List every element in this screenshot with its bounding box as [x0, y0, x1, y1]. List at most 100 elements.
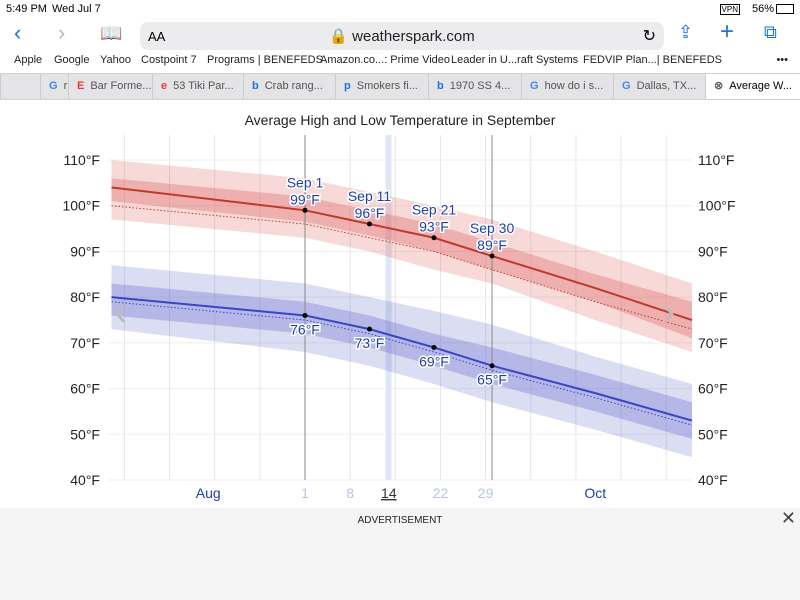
- high-point: [489, 253, 495, 259]
- y-tick-label-right: 110°F: [698, 152, 734, 168]
- y-tick-label-left: 80°F: [70, 289, 100, 305]
- annotation-date: Sep 21: [412, 202, 457, 218]
- y-tick-label-left: 110°F: [64, 152, 100, 168]
- y-tick-label-left: 60°F: [70, 381, 100, 397]
- tab-favicon-icon: G: [530, 80, 539, 92]
- url-text: weatherspark.com: [352, 28, 475, 45]
- tab-favicon-icon: G: [49, 80, 58, 92]
- tab-label: Bar Forme...: [90, 80, 152, 92]
- browser-tab[interactable]: G Dallas, TX...: [613, 74, 706, 99]
- y-tick-label-right: 90°F: [698, 243, 728, 259]
- browser-tab[interactable]: b 1970 SS 4...: [428, 74, 521, 99]
- today-highlight: [385, 135, 392, 480]
- tab-label: 1970 SS 4...: [449, 80, 511, 92]
- x-tick-label: Oct: [584, 485, 606, 501]
- y-tick-label-left: 50°F: [70, 426, 100, 442]
- y-tick-label-left: 100°F: [62, 198, 100, 214]
- tab-favicon-icon: E: [77, 80, 85, 92]
- vpn-badge: VPN: [719, 4, 740, 15]
- tab-favicon-icon: p: [344, 80, 351, 92]
- bookmark-item[interactable]: Yahoo: [100, 54, 131, 66]
- x-tick-label: 14: [381, 485, 397, 501]
- high-value-label: 89°F: [477, 237, 507, 253]
- x-tick-label: 8: [346, 485, 354, 501]
- x-tick-label: 1: [301, 485, 309, 501]
- bookmark-item[interactable]: Costpoint 7: [141, 54, 197, 66]
- low-value-label: 65°F: [477, 372, 507, 388]
- tab-stub[interactable]: [0, 74, 41, 99]
- forward-button[interactable]: ›: [58, 20, 66, 45]
- annotation-date: Sep 11: [348, 188, 392, 204]
- band-25-75: [111, 283, 692, 439]
- high-value-label: 93°F: [419, 219, 449, 235]
- bookmark-item[interactable]: Apple: [14, 54, 43, 66]
- tab-favicon-icon: b: [252, 80, 259, 92]
- new-tab-icon[interactable]: +: [720, 18, 735, 45]
- high-point: [431, 235, 437, 241]
- y-tick-label-right: 60°F: [698, 381, 728, 397]
- bookmark-item[interactable]: Leader in U...raft Systems: [451, 54, 579, 66]
- low-value-label: 69°F: [419, 353, 449, 369]
- browser-tab[interactable]: b Crab rang...: [243, 74, 336, 99]
- close-ad-button[interactable]: ✕: [780, 508, 796, 528]
- browser-tab[interactable]: e 53 Tiki Par...: [152, 74, 245, 99]
- y-tick-label-right: 50°F: [698, 426, 728, 442]
- clock: 5:49 PM: [6, 3, 47, 15]
- tab-label: Smokers fi...: [356, 80, 418, 92]
- battery-icon: [776, 4, 794, 14]
- low-point: [431, 344, 437, 350]
- prev-arrow[interactable]: ‹: [114, 290, 128, 334]
- status-bar: 5:49 PM Wed Jul 7 VPN 56%: [0, 0, 800, 18]
- perceived-line: [111, 205, 693, 330]
- bookmark-item[interactable]: Amazon.co...: Prime Video: [320, 54, 451, 66]
- share-icon[interactable]: ⇪: [678, 22, 694, 42]
- bookmark-item[interactable]: Google: [54, 54, 90, 66]
- low-point: [489, 363, 495, 369]
- ad-label: ADVERTISEMENT: [357, 515, 443, 526]
- tab-label: 53 Tiki Par...: [173, 80, 234, 92]
- next-arrow[interactable]: ›: [662, 290, 676, 334]
- band-10-90: [111, 265, 692, 458]
- y-tick-label-right: 100°F: [698, 198, 736, 214]
- chart-title: Average High and Low Temperature in Sept…: [244, 112, 556, 128]
- tab-label: Crab rang...: [264, 80, 323, 92]
- text-size-button[interactable]: AA: [148, 29, 166, 44]
- browser-tab[interactable]: ⊗ Average W...: [705, 74, 800, 99]
- bookmark-item[interactable]: FEDVIP Plan...| BENEFEDS: [583, 54, 722, 66]
- more-bookmarks-button[interactable]: •••: [776, 54, 788, 66]
- y-tick-label-left: 70°F: [70, 335, 100, 351]
- low-point: [367, 326, 372, 332]
- annotation-date: Sep 1: [287, 174, 324, 190]
- y-tick-label-right: 80°F: [698, 289, 728, 305]
- tabs-overview-icon[interactable]: ⧉: [764, 22, 777, 42]
- battery-percent: 56%: [751, 3, 774, 15]
- x-tick-label: 29: [478, 485, 494, 501]
- y-tick-label-right: 70°F: [698, 335, 728, 351]
- tab-favicon-icon: e: [161, 80, 168, 92]
- browser-tab[interactable]: p Smokers fi...: [335, 74, 428, 99]
- address-bar[interactable]: AA 🔒 weatherspark.com ↻: [140, 22, 664, 50]
- x-tick-label: Aug: [196, 485, 221, 501]
- y-tick-label-left: 90°F: [70, 243, 100, 259]
- y-tick-label-right: 40°F: [698, 472, 728, 488]
- bookmarks-bar: Apple Google Yahoo Costpoint 7 Programs | BE…: [0, 54, 800, 70]
- bookmark-item[interactable]: Programs | BENEFEDS: [207, 54, 323, 66]
- back-button[interactable]: ‹: [14, 20, 22, 45]
- tab-label: r: [63, 80, 68, 92]
- band-10-90: [111, 160, 692, 353]
- browser-tab[interactable]: E Bar Forme...: [68, 74, 161, 99]
- low-value-label: 76°F: [290, 321, 320, 337]
- tab-favicon-icon: b: [437, 80, 444, 92]
- tab-label: Average W...: [729, 80, 792, 92]
- tab-label: Dallas, TX...: [636, 80, 697, 92]
- date: Wed Jul 7: [52, 3, 101, 15]
- bookmarks-icon[interactable]: 📖: [100, 23, 123, 43]
- high-value-label: 99°F: [290, 191, 320, 207]
- reload-icon[interactable]: ↻: [642, 28, 656, 45]
- low-value-label: 73°F: [355, 335, 385, 351]
- low-point: [302, 312, 308, 318]
- perceived-line: [111, 301, 693, 426]
